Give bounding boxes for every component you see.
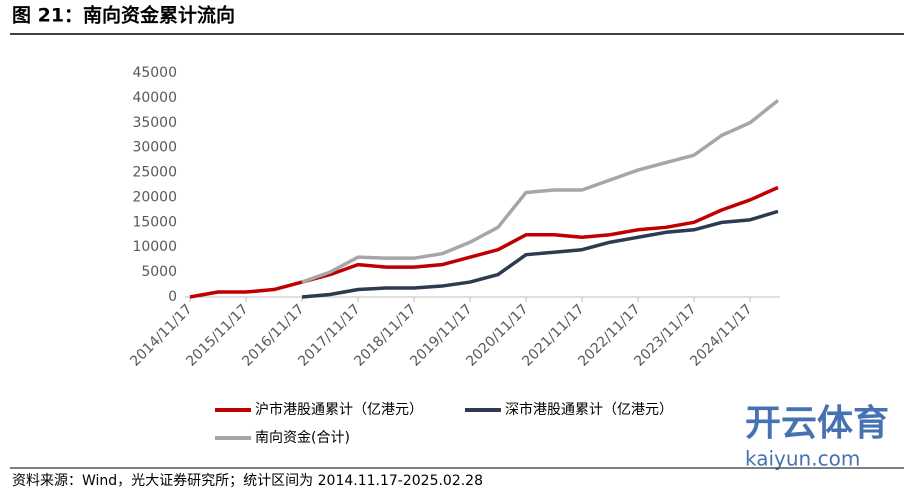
legend-label: 深市港股通累计（亿港元） (505, 401, 673, 418)
series-line (301, 99, 780, 284)
series-line (189, 185, 779, 299)
y-tick-label: 10000 (132, 239, 177, 255)
y-tick-label: 25000 (132, 165, 177, 181)
y-tick-label: 5000 (141, 264, 177, 280)
y-tick-label: 40000 (132, 90, 177, 106)
y-tick-label: 20000 (132, 189, 177, 205)
y-tick-label: 35000 (132, 115, 177, 131)
series-line (301, 209, 779, 299)
legend-label: 沪市港股通累计（亿港元） (255, 401, 423, 418)
legend-label: 南向资金(合计) (255, 430, 350, 446)
y-tick-label: 15000 (132, 214, 177, 230)
y-tick-label: 30000 (132, 140, 177, 156)
watermark-brand: 开云体育 (745, 403, 889, 444)
chart-title: 图 21：南向资金累计流向 (12, 4, 235, 27)
y-tick-label: 0 (168, 289, 177, 305)
y-tick-label: 45000 (132, 65, 177, 81)
source-note: 资料来源：Wind，光大证券研究所；统计区间为 2014.11.17-2025.… (12, 473, 483, 489)
watermark-site: kaiyun.com (745, 447, 860, 471)
